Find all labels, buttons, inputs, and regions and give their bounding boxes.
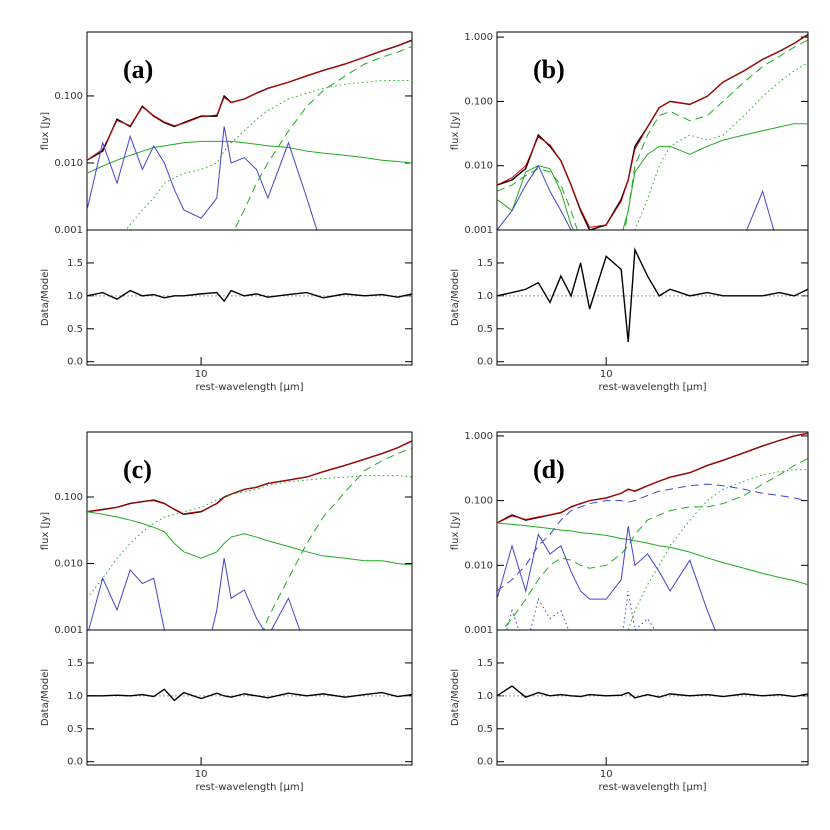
y-tick-label: 1.5 <box>477 658 493 669</box>
y-axis-label: flux [Jy] <box>450 512 461 551</box>
y-tick-label: 0.001 <box>464 625 493 636</box>
series-line <box>497 433 808 524</box>
series-line <box>497 123 808 230</box>
y-axis-label: Data/Model <box>40 269 51 326</box>
y-axis-label: Data/Model <box>450 669 461 726</box>
plot-lines <box>497 33 808 230</box>
y-tick-label: 1.0 <box>67 691 83 702</box>
y-tick-label: 1.0 <box>477 291 493 302</box>
plot-lines <box>497 432 808 630</box>
plot-frame <box>496 229 809 366</box>
y-tick-label: 0.0 <box>67 357 83 368</box>
y-axis-label: Data/Model <box>40 669 51 726</box>
series-line <box>634 62 808 230</box>
plot-lines <box>87 289 412 303</box>
series-line <box>87 40 412 161</box>
panel-label: (c) <box>123 455 152 484</box>
plot-frame <box>86 229 413 366</box>
plot-lines <box>497 247 808 343</box>
y-tick-label: 0.0 <box>477 757 493 768</box>
y-axis-label: flux [Jy] <box>40 512 51 551</box>
y-tick-label: 0.100 <box>464 96 493 107</box>
y-tick-label: 1.0 <box>477 691 493 702</box>
x-tick-label: 10 <box>600 769 613 780</box>
y-tick-label: 0.5 <box>67 324 83 335</box>
y-axis-label: Data/Model <box>450 269 461 326</box>
x-axis-label: rest-wavelength [μm] <box>195 382 303 393</box>
series-line <box>497 39 808 230</box>
x-tick-label: 10 <box>195 369 208 380</box>
series-line <box>87 289 412 303</box>
y-tick-label: 0.001 <box>54 225 83 236</box>
y-tick-label: 0.5 <box>477 724 493 735</box>
y-tick-label: 1.5 <box>477 258 493 269</box>
plot-frame <box>496 629 809 766</box>
series-line <box>88 558 301 630</box>
y-tick-label: 0.010 <box>54 559 83 570</box>
series-line <box>497 34 808 228</box>
y-tick-label: 1.000 <box>464 32 493 43</box>
y-tick-label: 0.010 <box>464 161 493 172</box>
y-tick-label: 0.0 <box>67 757 83 768</box>
y-tick-label: 0.010 <box>464 560 493 571</box>
series-line <box>263 447 412 630</box>
series-line <box>497 685 808 699</box>
series-line <box>501 457 808 630</box>
y-tick-label: 0.001 <box>54 625 83 636</box>
plot-lines <box>87 39 412 230</box>
series-line <box>497 247 808 343</box>
series-line <box>87 126 318 230</box>
panel-label: (b) <box>533 55 565 84</box>
series-line <box>233 45 412 230</box>
y-axis-label: flux [Jy] <box>450 112 461 151</box>
x-tick-label: 10 <box>195 769 208 780</box>
series-line <box>87 688 412 702</box>
x-tick-label: 10 <box>600 369 613 380</box>
plot-lines <box>87 688 412 702</box>
y-tick-label: 0.001 <box>464 225 493 236</box>
y-tick-label: 1.000 <box>464 431 493 442</box>
series-line <box>627 469 808 630</box>
y-axis-label: flux [Jy] <box>40 112 51 151</box>
series-line <box>497 164 775 230</box>
series-line <box>87 511 412 566</box>
y-tick-label: 0.5 <box>477 324 493 335</box>
series-line <box>506 590 656 630</box>
y-tick-label: 0.100 <box>464 496 493 507</box>
series-line <box>87 140 412 174</box>
series-line <box>87 475 412 599</box>
y-tick-label: 0.0 <box>477 357 493 368</box>
y-tick-label: 0.010 <box>54 158 83 169</box>
x-axis-label: rest-wavelength [μm] <box>598 782 706 793</box>
series-line <box>497 522 808 586</box>
y-tick-label: 1.5 <box>67 258 83 269</box>
y-tick-label: 0.5 <box>67 724 83 735</box>
x-axis-label: rest-wavelength [μm] <box>598 382 706 393</box>
panel-label: (d) <box>533 455 565 484</box>
y-tick-label: 0.100 <box>54 91 83 102</box>
series-line <box>125 80 412 230</box>
panel-label: (a) <box>123 55 153 84</box>
y-tick-label: 1.0 <box>67 291 83 302</box>
plot-lines <box>87 440 412 630</box>
plot-frame <box>86 629 413 766</box>
x-axis-label: rest-wavelength [μm] <box>195 782 303 793</box>
plot-lines <box>497 685 808 699</box>
series-line <box>497 526 716 630</box>
y-tick-label: 1.5 <box>67 658 83 669</box>
series-line <box>497 483 808 592</box>
y-tick-label: 0.100 <box>54 492 83 503</box>
